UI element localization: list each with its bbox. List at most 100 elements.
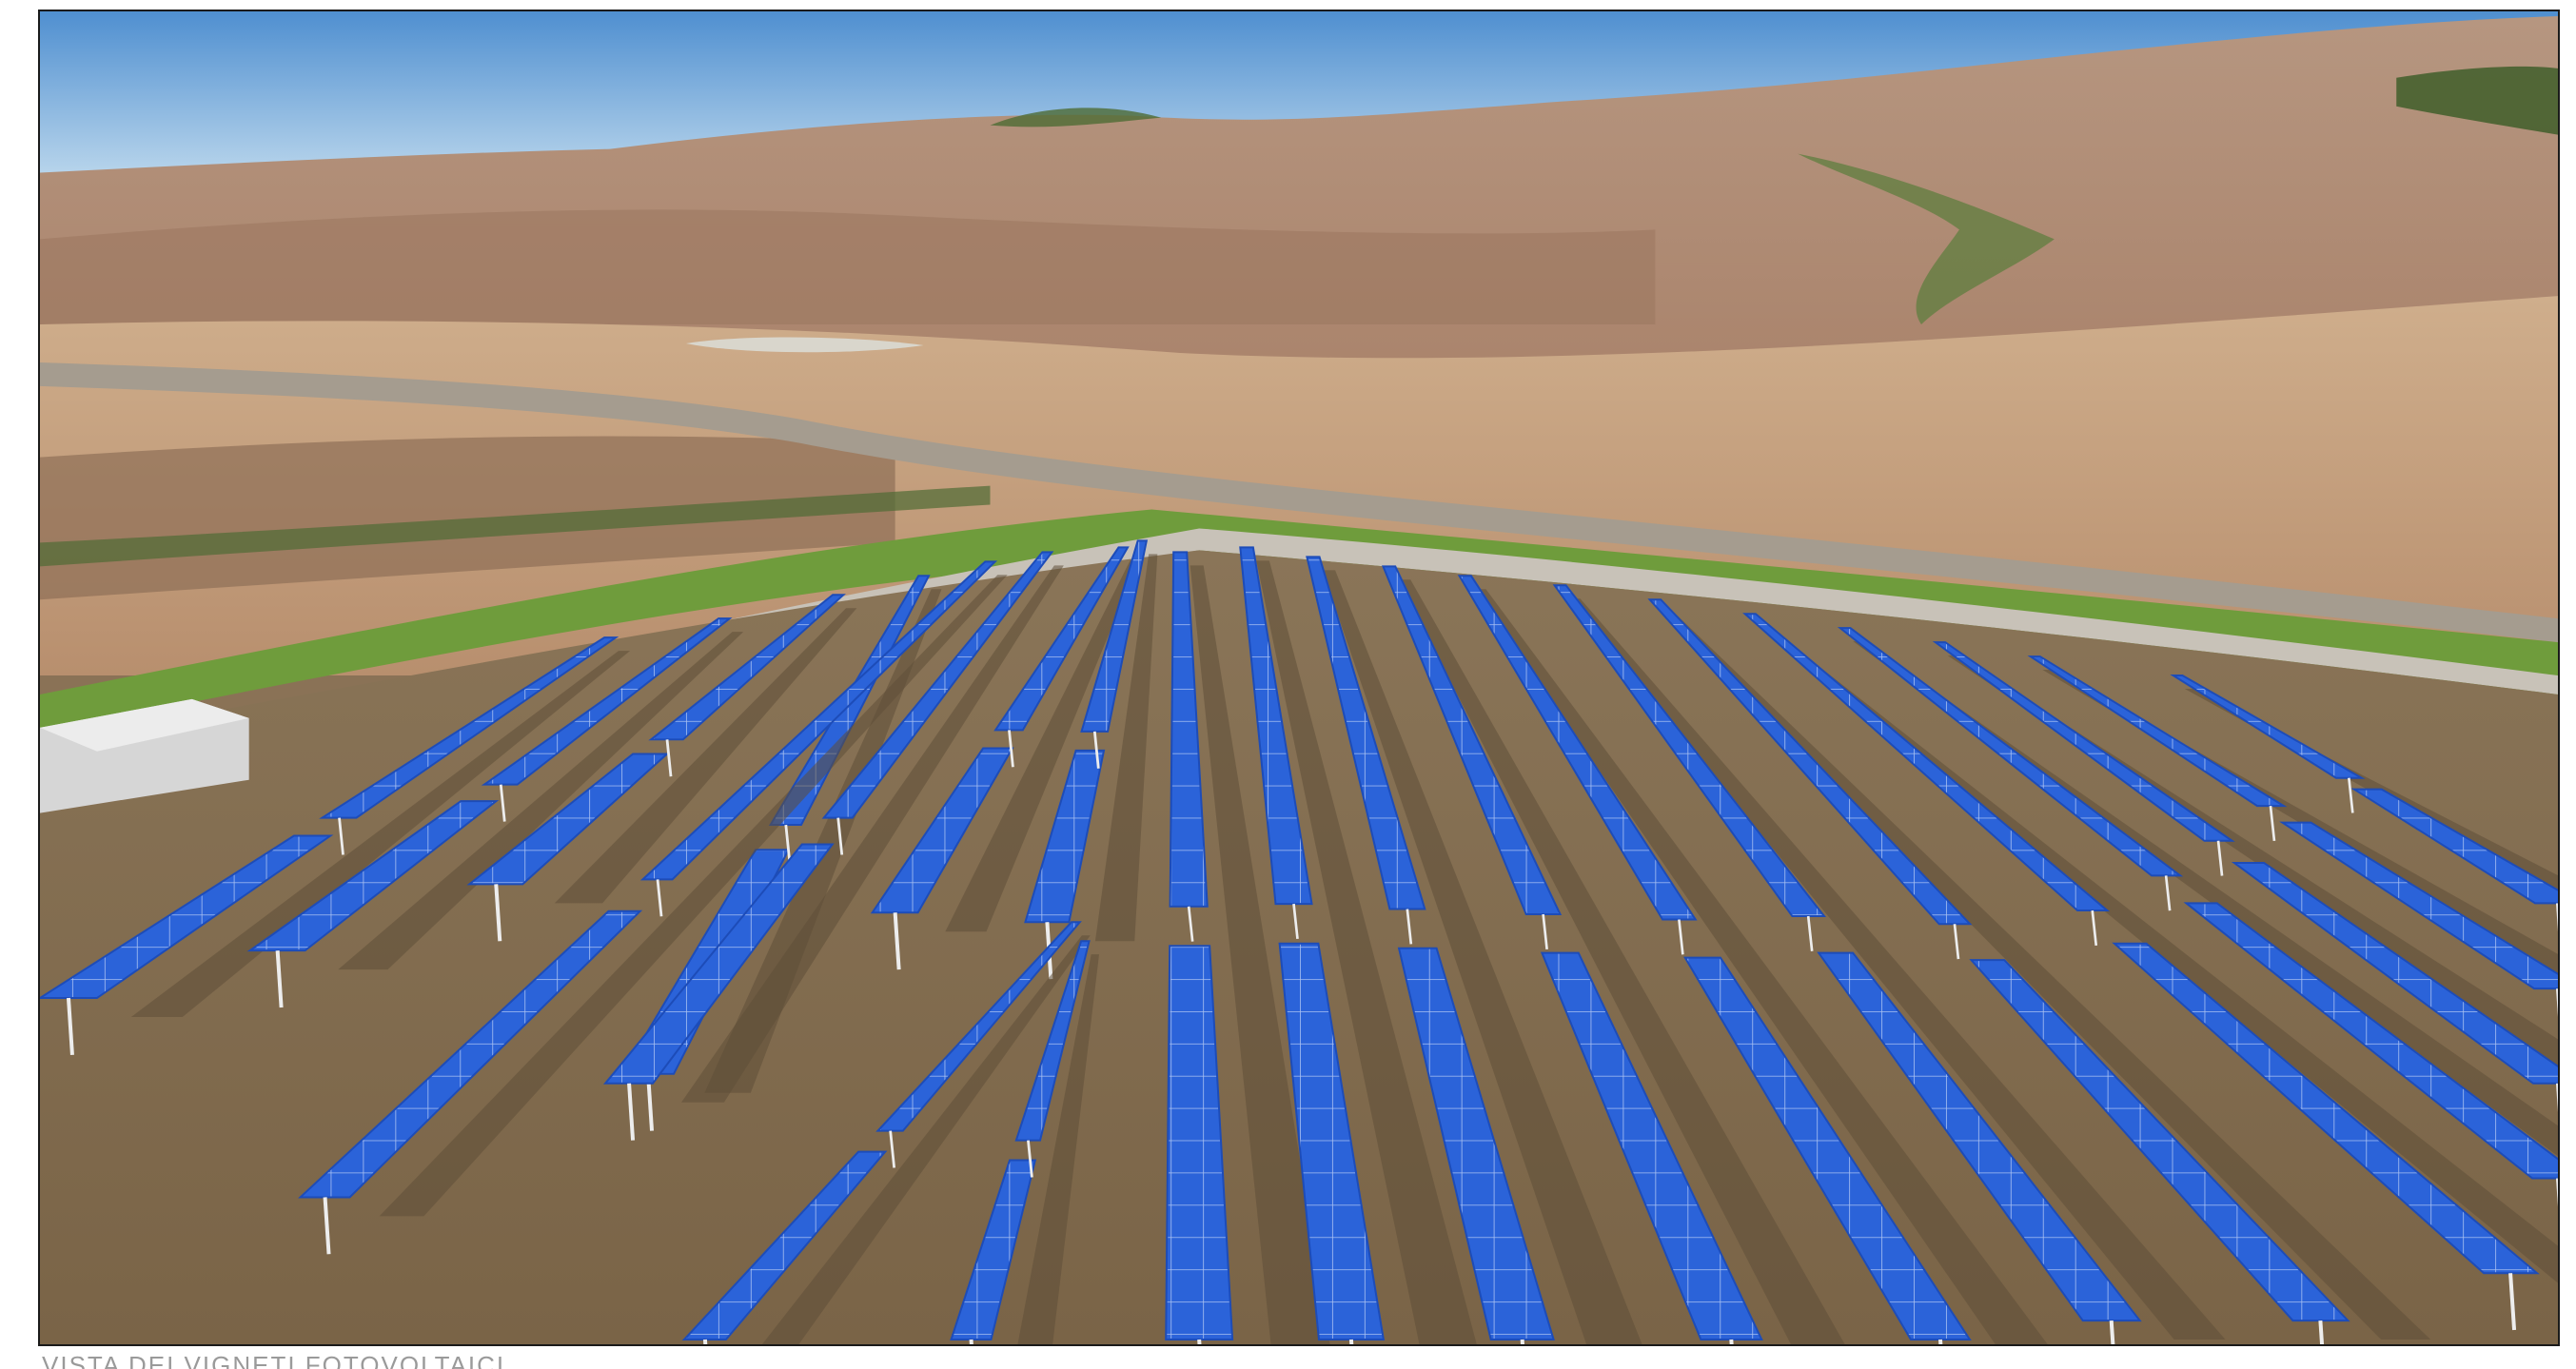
solar-panel (2112, 942, 2540, 1275)
solar-panel (466, 753, 670, 886)
panel-post (784, 824, 792, 863)
solar-panel (1647, 598, 1973, 926)
panel-shadow (1094, 554, 1158, 942)
solar-panel (2350, 788, 2558, 905)
solar-panel (602, 843, 835, 1085)
solar-panel (1306, 556, 1426, 910)
solar-panel (875, 921, 1082, 1132)
panel-post (1806, 915, 1814, 951)
panel-post (1678, 919, 1684, 955)
panel-post (2269, 805, 2276, 842)
solar-panel (1024, 749, 1106, 924)
panel-post (1953, 924, 1960, 960)
solar-panel (648, 594, 846, 741)
solar-panel (1457, 575, 1698, 921)
right-trees (2396, 66, 2558, 135)
solar-panel (1969, 959, 2350, 1322)
solar-panel (2231, 861, 2558, 1085)
panel-post (1187, 906, 1194, 942)
panel-shadow (1398, 579, 1845, 1344)
panel-post (2508, 1273, 2517, 1331)
solar-panel (1683, 956, 1972, 1341)
panel-shadow (761, 935, 1091, 1344)
panel-post (2318, 1320, 2325, 1344)
hill-ridge (990, 108, 1162, 127)
panel-post (627, 1083, 636, 1141)
valley-green (1798, 153, 2055, 325)
solar-panel (481, 617, 733, 786)
panel-post (2348, 777, 2354, 813)
panel-post (1292, 903, 1299, 940)
solar-panel (2183, 902, 2558, 1180)
panel-shadow (1256, 560, 1477, 1344)
left-field-dark (40, 436, 895, 600)
solar-panel (2027, 655, 2288, 808)
solar-panel (1239, 546, 1313, 906)
panel-post (893, 912, 901, 970)
solar-panel (40, 834, 334, 1000)
solar-panel (1837, 627, 2184, 877)
image-caption: VISTA DEI VIGNETI FOTOVOLTAICI (42, 1351, 506, 1369)
solar-panel (821, 551, 1054, 819)
road (40, 362, 2558, 643)
panel-shadow (554, 608, 857, 904)
panel-post (656, 879, 663, 917)
panel-post (2109, 1320, 2115, 1344)
solar-panel (993, 546, 1130, 732)
solar-panel (298, 909, 643, 1199)
inverter-cabin (40, 698, 249, 813)
solar-panel (1381, 565, 1563, 916)
solar-panel (2279, 821, 2558, 990)
panel-shadow (1322, 570, 1642, 1344)
solar-panel (2170, 675, 2366, 779)
panel-post (665, 739, 673, 777)
panel-post (275, 950, 284, 1008)
panel-post (499, 784, 506, 822)
panel-post (836, 817, 844, 855)
panel-shadow (1017, 954, 1100, 1344)
panel-post (323, 1197, 331, 1255)
panel-post (494, 884, 502, 942)
solar-panel (1552, 584, 1827, 918)
panel-shadow (379, 575, 1008, 1217)
panel-shadow (1190, 565, 1330, 1344)
solar-panel (1397, 947, 1555, 1341)
solar-panel (1742, 613, 2111, 912)
hill-shadow (40, 209, 1656, 325)
solar-panel (1080, 539, 1149, 733)
panel-shadow (1474, 589, 2048, 1344)
solar-panel (681, 1150, 888, 1341)
scene-illustration (40, 11, 2558, 1344)
panel-post (2164, 875, 2172, 911)
panel-shadow (945, 560, 1140, 932)
panel-shadow (1568, 598, 2226, 1340)
panel-post (2216, 840, 2224, 876)
panel-shadow (338, 632, 744, 970)
solar-panel (1169, 551, 1209, 908)
solar-panel (319, 636, 619, 819)
panel-post (1008, 730, 1014, 768)
solar-panel (1932, 641, 2235, 842)
panel-post (1027, 1140, 1033, 1178)
pond (685, 337, 924, 353)
solar-panel (639, 560, 998, 881)
solar-panel (1540, 951, 1763, 1341)
solar-panel (1014, 940, 1091, 1142)
panel-shadow (704, 589, 942, 1093)
panel-post (338, 817, 344, 855)
image-frame (38, 10, 2560, 1346)
panel-post (1542, 913, 1548, 949)
solar-panel (1278, 942, 1386, 1341)
panel-shadow (130, 651, 631, 1017)
panel-shadow (680, 565, 1064, 1103)
panel-post (1092, 731, 1100, 769)
panel-shadow (1663, 613, 2431, 1340)
green-strip (40, 485, 991, 567)
solar-panel (246, 800, 500, 952)
solar-panel (1817, 951, 2142, 1322)
solar-rows (40, 539, 2558, 1344)
panel-post (1406, 909, 1413, 945)
panel-post (66, 997, 74, 1056)
panel-post (889, 1130, 896, 1168)
solar-panel (950, 1159, 1037, 1341)
